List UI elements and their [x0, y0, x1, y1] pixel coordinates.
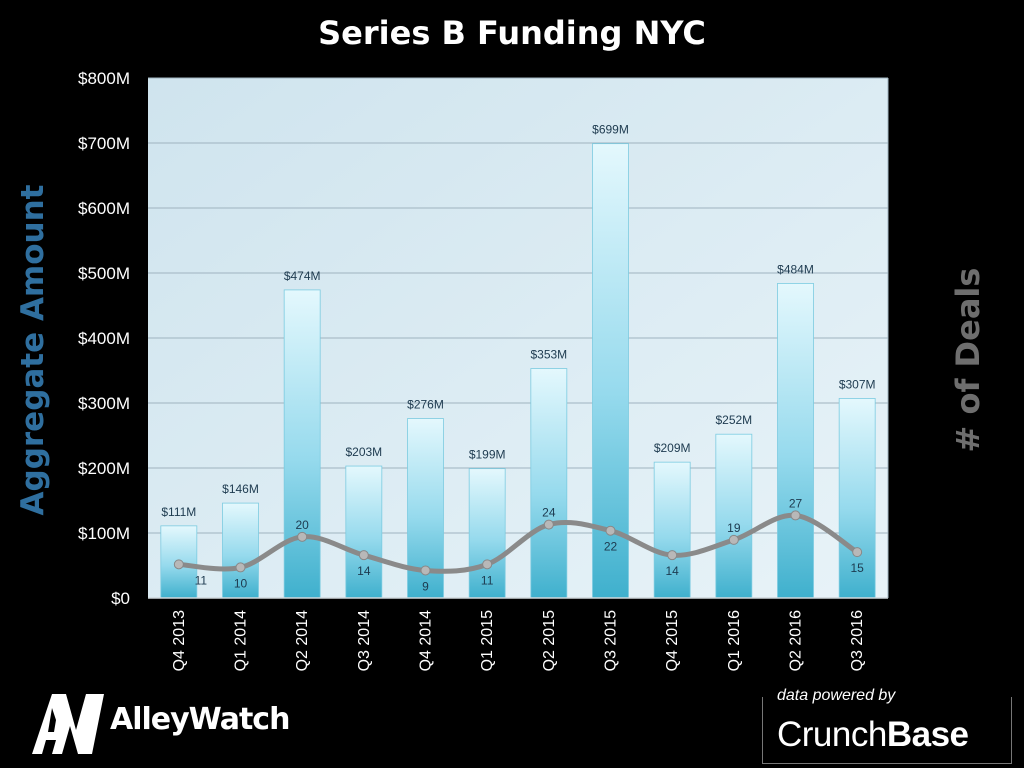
y-tick-label: $500M	[78, 264, 130, 283]
deals-point	[605, 525, 616, 536]
deals-point	[482, 559, 493, 570]
deals-point	[728, 534, 739, 545]
bar-value-label: $209M	[654, 441, 691, 455]
deals-point	[543, 519, 554, 530]
y-axis-label: Aggregate Amount	[15, 184, 51, 516]
y-tick-label: $600M	[78, 199, 130, 218]
bar	[468, 468, 506, 599]
bar-value-label: $353M	[530, 348, 567, 362]
bar-value-label: $699M	[592, 123, 629, 137]
deals-point	[358, 550, 369, 561]
deals-value-label: 14	[665, 564, 679, 578]
x-tick-label: Q3 2016	[849, 610, 866, 671]
series-b-chart: $111M $146M $474M $203M $276M $199M $353M $699M…	[78, 69, 889, 671]
secondary-y-axis-label: # of Deals	[949, 267, 987, 453]
x-tick-label: Q2 2016	[788, 610, 805, 671]
deals-point	[790, 510, 801, 521]
deals-value-label: 27	[789, 496, 803, 510]
bar-value-label: $111M	[161, 505, 196, 519]
deals-value-label: 19	[727, 521, 741, 535]
powered-by-text: data powered by	[777, 687, 896, 704]
x-tick-label: Q2 2015	[541, 610, 558, 671]
bar-value-label: $252M	[715, 413, 752, 427]
crunchbase-logo-text: CrunchBase	[777, 715, 969, 755]
bar-value-label: $307M	[839, 377, 876, 391]
bar	[283, 289, 321, 599]
bar	[715, 433, 753, 599]
deals-value-label: 11	[481, 573, 494, 587]
bar-value-label: $203M	[345, 445, 382, 459]
bar	[838, 398, 876, 599]
bar-value-label: $276M	[407, 398, 444, 412]
x-tick-label: Q4 2015	[664, 610, 681, 671]
deals-point	[173, 559, 184, 570]
y-tick-label: $800M	[78, 69, 130, 88]
crunchbase-credit: data powered by CrunchBase	[762, 687, 1012, 764]
x-tick-label: Q1 2015	[479, 610, 496, 671]
y-tick-label: $700M	[78, 134, 130, 153]
y-tick-label: $200M	[78, 459, 130, 478]
x-tick-label: Q2 2014	[294, 610, 311, 671]
deals-value-label: 10	[234, 576, 248, 590]
bar	[345, 465, 383, 599]
y-tick-label: $400M	[78, 329, 130, 348]
deals-value-label: 9	[422, 579, 429, 593]
y-tick-label: $300M	[78, 394, 130, 413]
deals-point	[297, 531, 308, 542]
x-tick-label: Q4 2014	[418, 610, 435, 671]
deals-value-label: 20	[295, 518, 309, 532]
bar	[530, 368, 568, 599]
deals-value-label: 14	[357, 564, 371, 578]
bar-value-label: $474M	[284, 269, 321, 283]
alleywatch-logo: AlleyWatch	[30, 690, 330, 756]
bar	[777, 282, 814, 599]
alleywatch-logo-text: AlleyWatch	[110, 702, 290, 737]
y-tick-label: $0	[111, 589, 130, 608]
bar-value-label: $146M	[222, 482, 259, 496]
bar-value-label: $484M	[777, 262, 814, 276]
x-tick-label: Q1 2016	[726, 610, 743, 671]
alleywatch-logo-mark	[32, 694, 104, 754]
deals-value-label: 24	[542, 506, 556, 520]
crunchbase-light: Crunch	[777, 715, 887, 754]
x-tick-label: Q3 2015	[603, 610, 620, 671]
deals-point	[420, 565, 431, 576]
deals-value-label: 22	[604, 540, 618, 554]
y-tick-label: $100M	[78, 524, 130, 543]
x-tick-label: Q1 2014	[233, 610, 250, 671]
bar-value-label: $199M	[469, 448, 506, 462]
chart-title: Series B Funding NYC	[318, 14, 706, 52]
x-tick-label: Q3 2014	[356, 610, 373, 671]
x-tick-label: Q4 2013	[171, 610, 188, 671]
bar	[222, 502, 259, 599]
deals-point	[852, 547, 863, 558]
deals-value-label: 15	[850, 561, 864, 575]
deals-point	[235, 562, 246, 573]
deals-point	[667, 550, 678, 561]
deals-value-label: 11	[195, 573, 208, 587]
crunchbase-bold: Base	[886, 715, 969, 754]
